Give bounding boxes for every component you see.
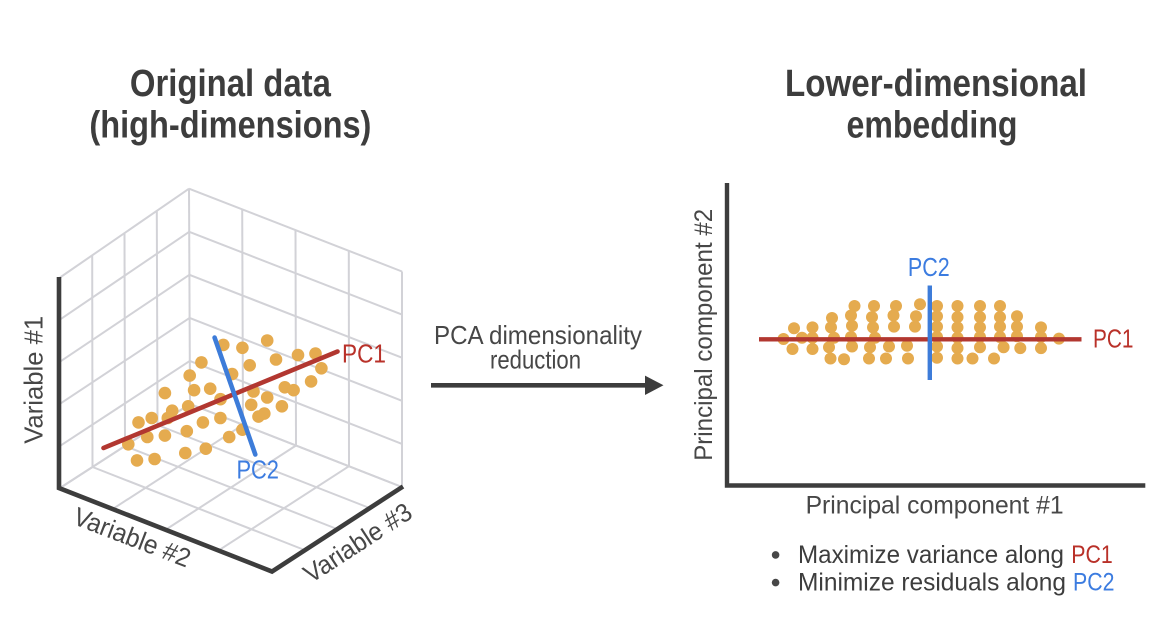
svg-text:PC2: PC2: [908, 254, 950, 282]
svg-text:reduction: reduction: [490, 345, 581, 375]
svg-text:PC1: PC1: [342, 341, 386, 369]
svg-text:Principal component #1: Principal component #1: [806, 492, 1064, 520]
svg-text:Lower-dimensional: Lower-dimensional: [785, 63, 1087, 105]
svg-text:PC1: PC1: [1093, 325, 1134, 353]
svg-text:Maximize variance along: Maximize variance along: [798, 541, 1064, 569]
svg-text:embedding: embedding: [847, 104, 1018, 146]
svg-text:PC2: PC2: [1073, 569, 1115, 597]
svg-text:(high-dimensions): (high-dimensions): [89, 104, 371, 146]
svg-text:Original data: Original data: [130, 63, 332, 105]
svg-text:Variable #1: Variable #1: [19, 316, 49, 444]
svg-text:PC2: PC2: [236, 457, 279, 485]
svg-text:Minimize residuals along: Minimize residuals along: [798, 569, 1066, 597]
svg-text:PC1: PC1: [1071, 541, 1113, 569]
svg-text:Principal component #2: Principal component #2: [690, 209, 718, 461]
